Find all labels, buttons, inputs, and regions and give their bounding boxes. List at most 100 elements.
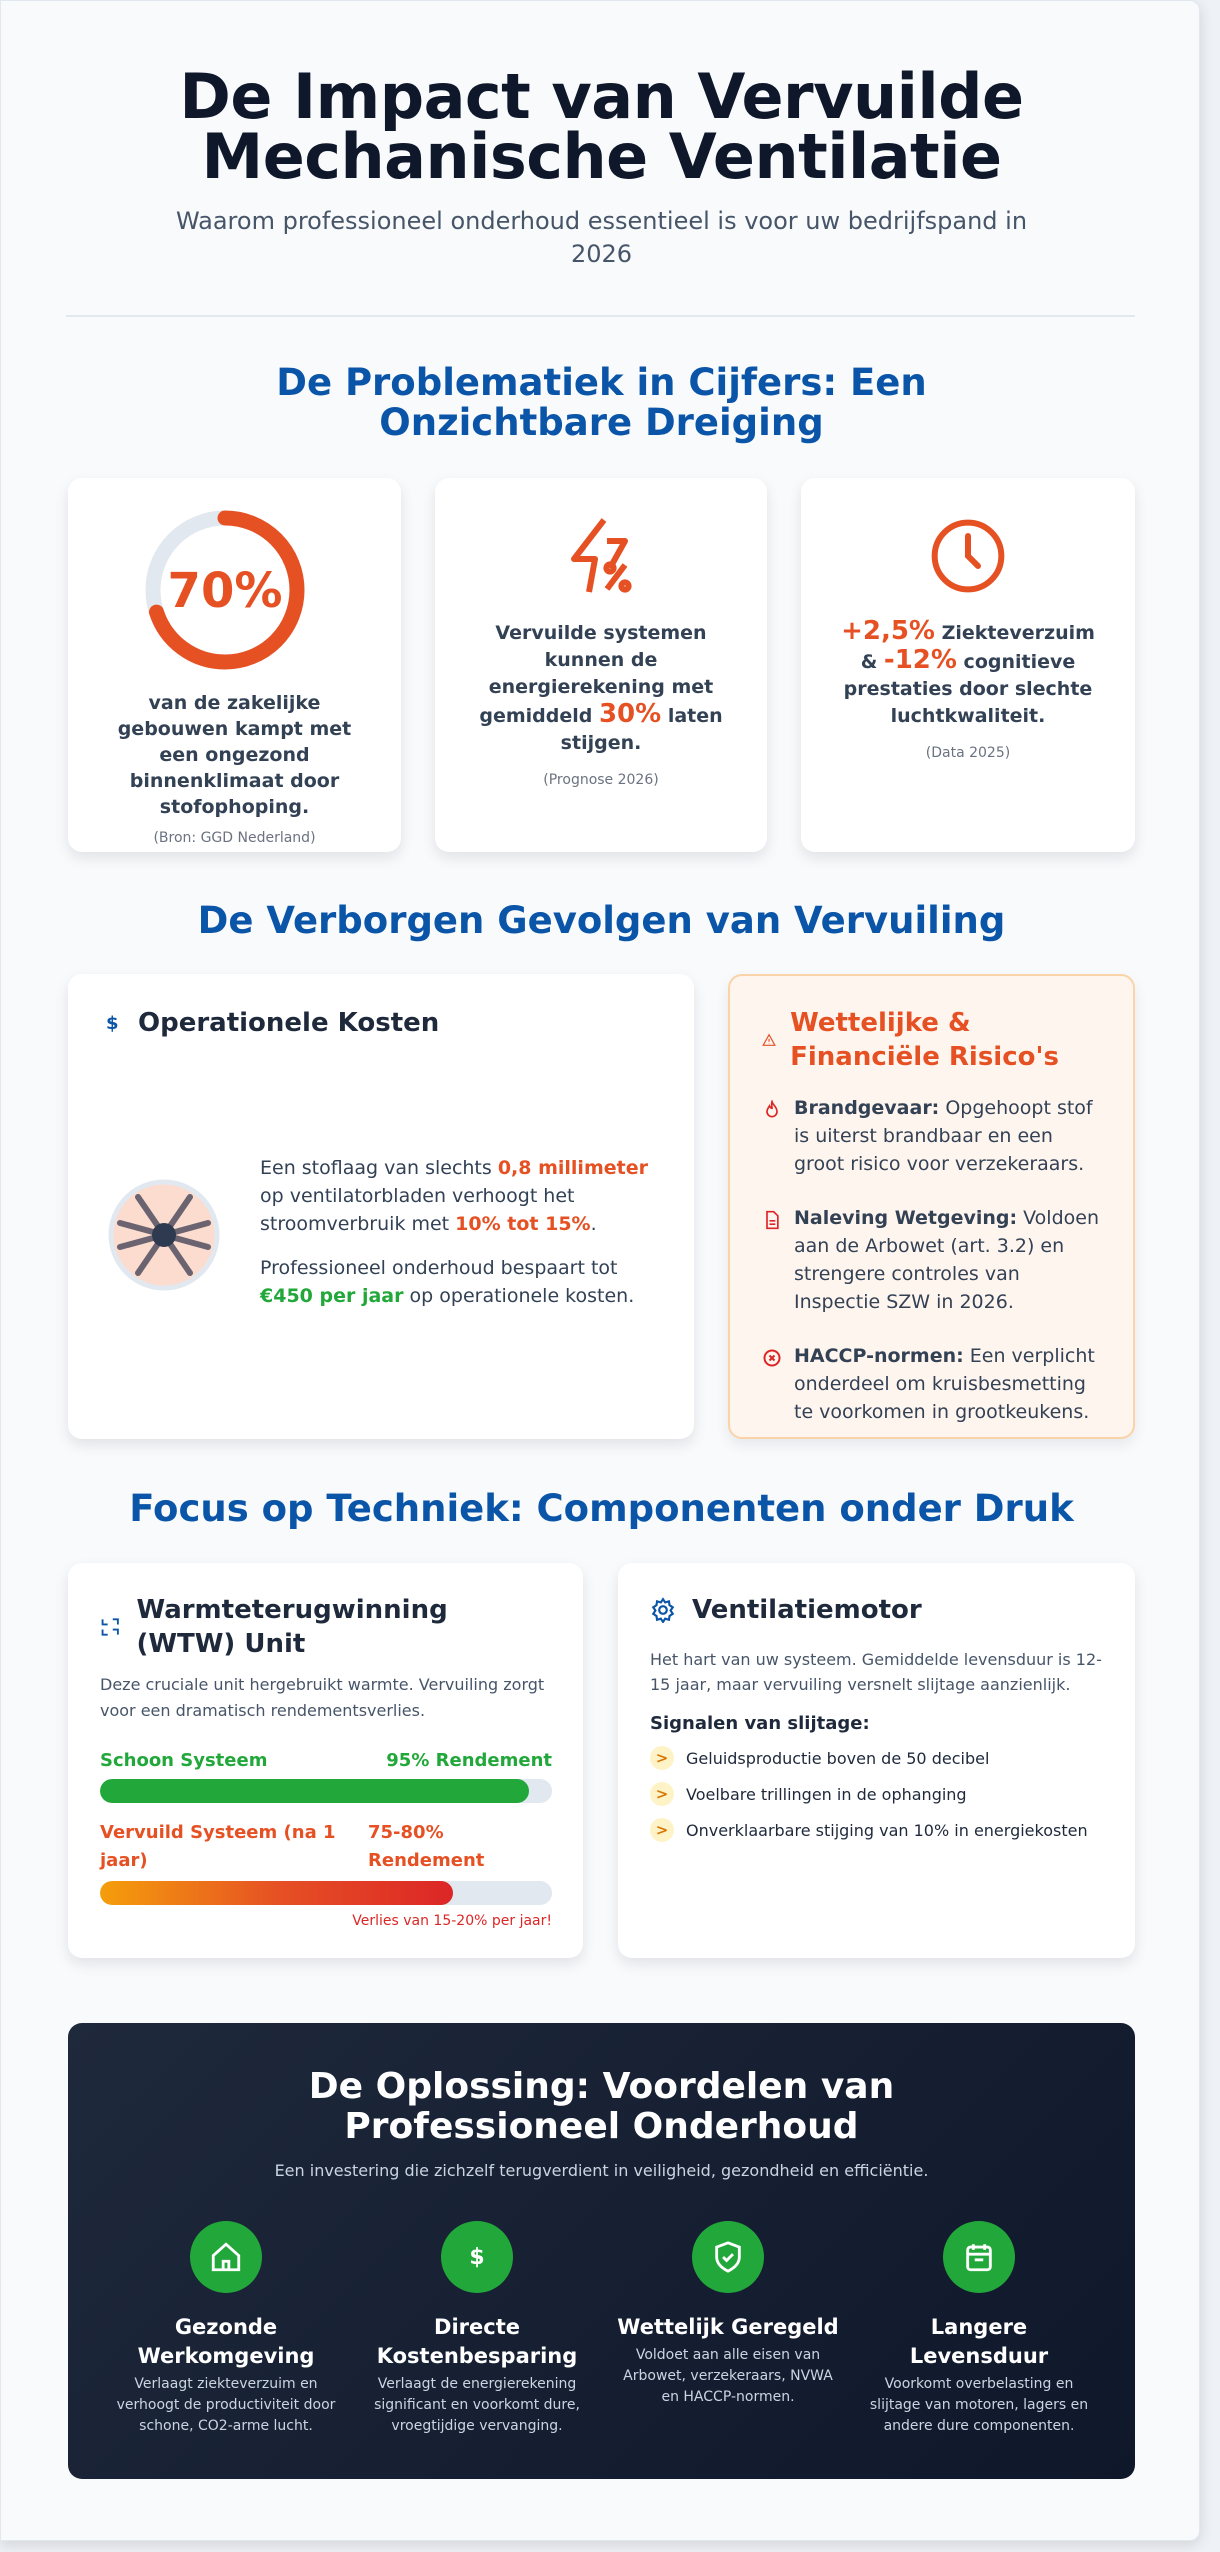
feature-title: Wettelijk Geregeld	[617, 2315, 839, 2339]
lightning-percent-icon	[571, 518, 632, 593]
text: .	[590, 1213, 597, 1235]
signal-text: Voelbare trillingen in de ophanging	[686, 1784, 967, 1804]
signal-item: > Onverklaarbare stijging van 10% in ener…	[650, 1818, 1115, 1842]
dollar-icon: $	[469, 2244, 485, 2270]
signals-list: > Geluidsproductie boven de 50 decibel > Vo…	[650, 1746, 1115, 1842]
highlight-savings: €450 per jaar	[260, 1285, 404, 1307]
signal-item: > Geluidsproductie boven de 50 decibel	[650, 1746, 1115, 1770]
highlight-energy-increase: 10% tot 15%	[455, 1213, 591, 1235]
signal-text: Geluidsproductie boven de 50 decibel	[686, 1748, 990, 1768]
stat-text: van de zakelijke gebouwen kampt met een …	[117, 692, 352, 818]
feature-desc: Verlaagt ziekteverzuim en verhoogt de pr…	[116, 2376, 336, 2434]
wtw-card: Warmteterugwinning (WTW) Unit Deze cruci…	[68, 1563, 583, 1958]
calendar-icon	[966, 2244, 992, 2272]
clean-label: Schoon Systeem	[100, 1750, 268, 1771]
text: Professioneel onderhoud bespaart tot	[260, 1257, 618, 1279]
clock-icon	[931, 519, 1005, 593]
stat-text-post: laten stijgen.	[560, 705, 723, 754]
feature-desc: Verlaagt de energierekening significant …	[374, 2376, 580, 2434]
stat-value: 30%	[598, 699, 662, 729]
section-title-gevolgen: De Verborgen Gevolgen van Vervuiling	[197, 899, 1006, 942]
fan-icon	[108, 1179, 220, 1291]
risk-text: Brandgevaar: Opgehoopt stof is uiterst b…	[794, 1094, 1107, 1178]
risk-item-law: Naleving Wetgeving: Voldoen aan de Arbow…	[762, 1204, 1107, 1316]
donut-value: 70%	[168, 563, 283, 619]
solution-banner: De Oplossing: Voordelen van Professionee…	[68, 2023, 1135, 2479]
divider	[66, 315, 1135, 317]
home-icon	[211, 2242, 241, 2272]
section-title-techniek: Focus op Techniek: Componenten onder Dru…	[129, 1487, 1074, 1530]
signals-title: Signalen van slijtage:	[650, 1713, 870, 1734]
loss-note: Verlies van 15-20% per jaar!	[352, 1913, 552, 1929]
feature-title: Langere Levensduur	[909, 2315, 1049, 2368]
risk-item-fire: Brandgevaar: Opgehoopt stof is uiterst b…	[762, 1094, 1107, 1178]
signal-text: Onverklaarbare stijging van 10% in energ…	[686, 1820, 1088, 1840]
stat-text: +2,5% Ziekteverzuim & -12% cognitieve pr…	[831, 618, 1105, 767]
dirty-progress-fill	[100, 1881, 453, 1905]
dollar-icon: $	[106, 1012, 119, 1034]
risk-label: HACCP-normen:	[794, 1345, 964, 1367]
dirty-progress-bar	[100, 1881, 552, 1905]
costs-paragraph-2: Professioneel onderhoud bespaart tot €45…	[260, 1254, 670, 1310]
risk-label: Naleving Wetgeving:	[794, 1207, 1018, 1229]
feature-desc: Voldoet aan alle eisen van Arbowet, verz…	[623, 2347, 833, 2405]
text: op operationele kosten.	[403, 1285, 635, 1307]
header: De Impact van Vervuilde Mechanische Vent…	[68, 60, 1135, 271]
feature-savings: $ Directe Kostenbesparing Verlaagt de en…	[362, 2221, 592, 2437]
stat-value-cognitive: -12%	[883, 645, 957, 675]
risk-desc: Een verplicht onderdeel om kruisbesmetti…	[794, 1345, 1095, 1423]
stat-card-energy: Vervuilde systemen kunnen de energiereke…	[435, 478, 767, 852]
feature-legal: Wettelijk Geregeld Voldoet aan alle eise…	[613, 2221, 843, 2408]
chevron-right-icon: >	[650, 1782, 674, 1806]
chevron-right-icon: >	[650, 1746, 674, 1770]
page-subtitle: Waarom professioneel onderhoud essentiee…	[175, 207, 1028, 268]
costs-title: Operationele Kosten	[138, 1008, 440, 1038]
text: op ventilatorbladen verhoogt het stroomv…	[260, 1185, 575, 1235]
feature-desc: Voorkomt overbelasting en slijtage van m…	[869, 2376, 1089, 2434]
donut-chart: 70%	[145, 510, 305, 670]
shield-check-icon	[715, 2241, 741, 2273]
risk-text: HACCP-normen: Een verplicht onderdeel om…	[794, 1342, 1107, 1426]
clean-progress-fill	[100, 1779, 530, 1803]
clean-value: 95% Rendement	[386, 1750, 552, 1771]
costs-card: $ Operationele Kosten Een stoflaag van s…	[68, 974, 694, 1439]
risk-text: Naleving Wetgeving: Voldoen aan de Arbow…	[794, 1204, 1107, 1316]
stat-value-absence: +2,5%	[841, 616, 935, 646]
solution-title: De Oplossing: Voordelen van Professionee…	[308, 2066, 895, 2147]
risks-title: Wettelijke & Financiële Risico's	[790, 1008, 1059, 1072]
infographic-page: De Impact van Vervuilde Mechanische Vent…	[0, 0, 1200, 2541]
risk-label: Brandgevaar:	[794, 1097, 940, 1119]
motor-card: Ventilatiemotor Het hart van uw systeem.…	[618, 1563, 1135, 1958]
stat-source: (Prognose 2026)	[543, 772, 659, 788]
chevron-right-icon: >	[650, 1818, 674, 1842]
dirty-value: 75-80% Rendement	[368, 1822, 485, 1871]
feature-healthy: Gezonde Werkomgeving Verlaagt ziekteverz…	[111, 2221, 341, 2437]
feature-title: Gezonde Werkomgeving	[137, 2315, 315, 2368]
solution-subtitle: Een investering die zichzelf terugverdie…	[274, 2161, 929, 2180]
stat-text-mid: Ziekteverzuim &	[860, 622, 1095, 673]
risk-desc: Voldoen aan de Arbowet (art. 3.2) en str…	[794, 1207, 1100, 1313]
signal-item: > Voelbare trillingen in de ophanging	[650, 1782, 1115, 1806]
page-title: De Impact van Vervuilde Mechanische Vent…	[179, 60, 1024, 193]
feature-title: Directe Kostenbesparing	[376, 2315, 578, 2368]
stat-source: (Data 2025)	[925, 745, 1011, 761]
stat-text-post: cognitieve prestaties door slechte lucht…	[843, 651, 1093, 727]
stat-text: Vervuilde systemen kunnen de energiereke…	[475, 620, 727, 794]
stat-card-health: +2,5% Ziekteverzuim & -12% cognitieve pr…	[801, 478, 1135, 852]
section-title-problematiek: De Problematiek in Cijfers: Een Onzichtb…	[276, 361, 927, 444]
stat-source: (Bron: GGD Nederland)	[153, 830, 316, 846]
gear-icon	[651, 1597, 675, 1623]
text: Een stoflaag van slechts	[260, 1157, 498, 1179]
wtw-desc: Deze cruciale unit hergebruikt warmte. V…	[100, 1675, 545, 1720]
clean-progress-bar	[100, 1779, 552, 1803]
document-icon	[766, 1210, 779, 1230]
warning-icon	[762, 1033, 776, 1046]
costs-paragraph-1: Een stoflaag van slechts 0,8 millimeter …	[260, 1154, 670, 1238]
stat-card-70: 70% van de zakelijke gebouwen kampt met …	[68, 478, 401, 852]
motor-title: Ventilatiemotor	[692, 1595, 922, 1625]
cross-circle-icon	[763, 1349, 781, 1367]
wtw-title: Warmteterugwinning (WTW) Unit	[136, 1595, 448, 1659]
donut-progress	[145, 510, 305, 670]
risks-card: Wettelijke & Financiële Risico's Brandge…	[728, 974, 1135, 1439]
fire-icon	[766, 1100, 778, 1118]
